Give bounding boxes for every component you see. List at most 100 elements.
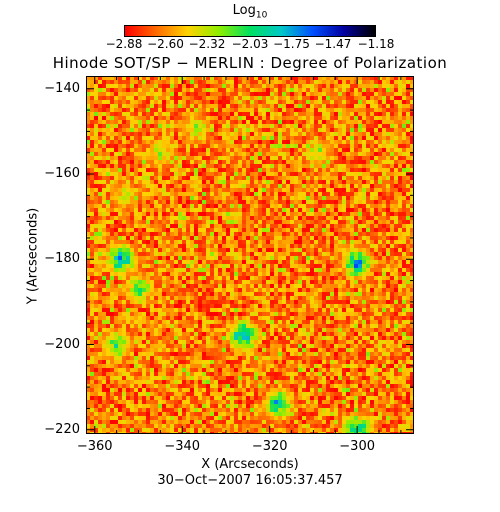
heatmap-cell — [90, 128, 94, 132]
heatmap-cell — [334, 84, 338, 88]
heatmap-cell — [350, 304, 354, 308]
heatmap-cell — [262, 308, 266, 312]
heatmap-cell — [190, 304, 194, 308]
heatmap-cell — [294, 192, 298, 196]
heatmap-cell — [122, 300, 126, 304]
heatmap-cell — [302, 148, 306, 152]
heatmap-cell — [110, 232, 114, 236]
heatmap-cell — [150, 156, 154, 160]
heatmap-cell — [150, 216, 154, 220]
heatmap-cell — [114, 200, 118, 204]
heatmap-cell — [386, 200, 390, 204]
heatmap-cell — [358, 76, 362, 80]
heatmap-cell — [222, 272, 226, 276]
heatmap-cell — [98, 104, 102, 108]
heatmap-cell — [258, 80, 262, 84]
heatmap-cell — [278, 184, 282, 188]
heatmap-cell — [210, 236, 214, 240]
heatmap-cell — [138, 204, 142, 208]
heatmap-cell — [230, 296, 234, 300]
heatmap-cell — [402, 156, 406, 160]
heatmap-cell — [94, 88, 98, 92]
heatmap-cell — [294, 120, 298, 124]
heatmap-cell — [314, 92, 318, 96]
heatmap-cell — [98, 292, 102, 296]
heatmap-cell — [210, 316, 214, 320]
heatmap-cell — [142, 172, 146, 176]
heatmap-cell — [198, 124, 202, 128]
heatmap-cell — [230, 100, 234, 104]
heatmap-cell — [186, 128, 190, 132]
colorbar — [124, 25, 376, 37]
heatmap-cell — [410, 112, 414, 116]
heatmap-cell — [366, 180, 370, 184]
heatmap-cell — [298, 236, 302, 240]
heatmap-cell — [222, 188, 226, 192]
heatmap-cell — [350, 160, 354, 164]
heatmap-cell — [222, 164, 226, 168]
heatmap-cell — [234, 116, 238, 120]
heatmap-cell — [402, 260, 406, 264]
heatmap-cell — [122, 256, 126, 260]
heatmap-cell — [242, 76, 246, 80]
heatmap-cell — [290, 144, 294, 148]
heatmap-cell — [278, 292, 282, 296]
heatmap-cell — [362, 140, 366, 144]
heatmap-cell — [410, 288, 414, 292]
heatmap-cell — [206, 260, 210, 264]
heatmap-cell — [394, 308, 398, 312]
heatmap-cell — [114, 164, 118, 168]
heatmap-cell — [254, 116, 258, 120]
heatmap-cell — [270, 212, 274, 216]
heatmap-cell — [254, 308, 258, 312]
heatmap-cell — [410, 88, 414, 92]
heatmap-cell — [270, 304, 274, 308]
heatmap-cell — [262, 140, 266, 144]
heatmap-cell — [198, 292, 202, 296]
heatmap-cell — [410, 92, 414, 96]
heatmap-cell — [178, 132, 182, 136]
heatmap-cell — [382, 204, 386, 208]
heatmap-cell — [186, 308, 190, 312]
heatmap-cell — [162, 152, 166, 156]
heatmap-cell — [318, 156, 322, 160]
heatmap-cell — [266, 104, 270, 108]
heatmap-cell — [326, 160, 330, 164]
heatmap-cell — [222, 100, 226, 104]
heatmap-cell — [258, 212, 262, 216]
heatmap-cell — [162, 260, 166, 264]
heatmap-cell — [338, 112, 342, 116]
heatmap-cell — [278, 196, 282, 200]
heatmap-cell — [266, 300, 270, 304]
heatmap-cell — [154, 208, 158, 212]
heatmap-cell — [382, 240, 386, 244]
heatmap-cell — [290, 184, 294, 188]
heatmap-cell — [322, 208, 326, 212]
heatmap-cell — [370, 216, 374, 220]
heatmap-cell — [302, 76, 306, 80]
heatmap-cell — [258, 300, 262, 304]
heatmap-cell — [314, 96, 318, 100]
heatmap-cell — [326, 76, 330, 80]
heatmap-cell — [170, 240, 174, 244]
heatmap-cell — [266, 84, 270, 88]
heatmap-cell — [282, 156, 286, 160]
heatmap-cell — [394, 280, 398, 284]
heatmap-cell — [334, 188, 338, 192]
heatmap-cell — [222, 292, 226, 296]
heatmap-cell — [126, 228, 130, 232]
heatmap-cell — [186, 248, 190, 252]
heatmap-cell — [190, 204, 194, 208]
heatmap-cell — [330, 228, 334, 232]
heatmap-cell — [266, 224, 270, 228]
heatmap-cell — [322, 148, 326, 152]
heatmap-cell — [390, 308, 394, 312]
heatmap-cell — [138, 104, 142, 108]
heatmap-cell — [154, 160, 158, 164]
heatmap-cell — [214, 228, 218, 232]
heatmap-cell — [154, 196, 158, 200]
heatmap-cell — [250, 260, 254, 264]
heatmap-cell — [178, 212, 182, 216]
heatmap-cell — [258, 204, 262, 208]
heatmap-cell — [186, 276, 190, 280]
